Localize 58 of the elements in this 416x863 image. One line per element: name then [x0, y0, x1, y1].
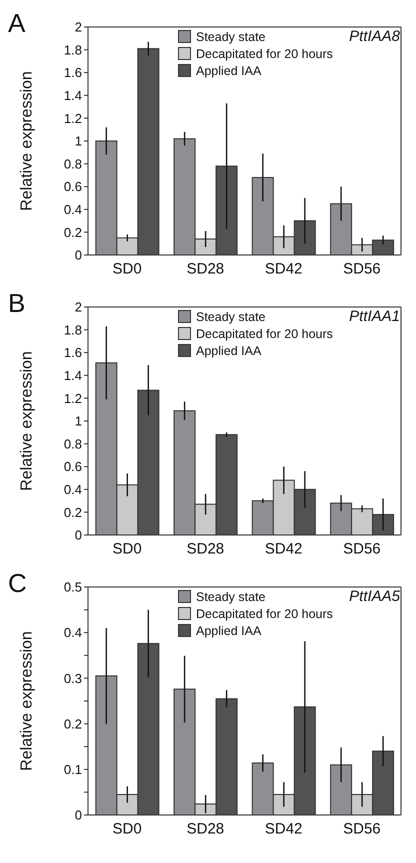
- y-axis-title: Relative expression: [18, 71, 36, 211]
- y-tick-label: 2: [74, 20, 82, 35]
- x-tick-label: SD28: [186, 820, 224, 838]
- y-tick-label: 0.4: [64, 625, 82, 640]
- y-tick-label: 0.4: [64, 482, 82, 498]
- y-tick-label: 0: [74, 248, 82, 263]
- legend-label: Steady state: [196, 310, 266, 324]
- x-tick-label: SD42: [264, 540, 302, 558]
- y-tick-label: 1.6: [64, 345, 82, 360]
- y-tick-label: 0.2: [64, 224, 82, 240]
- chart-title: B: [8, 288, 26, 319]
- y-tick-label: 1.8: [64, 42, 82, 58]
- y-tick-label: 1: [74, 414, 82, 429]
- x-tick-label: SD56: [343, 540, 381, 558]
- y-tick-label: 1.2: [64, 110, 82, 126]
- y-tick-label: 0.6: [64, 179, 82, 194]
- y-tick-label: 2: [74, 300, 82, 315]
- legend-label: Steady state: [196, 590, 266, 604]
- y-tick-label: 0.2: [64, 504, 82, 520]
- y-axis-title: Relative expression: [18, 631, 36, 771]
- x-tick-label: SD42: [264, 820, 302, 838]
- annotation: PttIAA5: [349, 588, 400, 605]
- y-tick-label: 1.4: [64, 88, 82, 104]
- y-tick-label: 0.1: [64, 762, 82, 778]
- x-tick-label: SD0: [112, 260, 142, 278]
- x-tick-label: SD56: [343, 260, 381, 278]
- y-tick-label: 1.8: [64, 322, 82, 338]
- y-tick-label: 0.4: [64, 202, 82, 218]
- chart-title: A: [8, 8, 26, 39]
- chart-title: C: [8, 568, 27, 599]
- y-tick-label: 0.5: [64, 580, 82, 595]
- x-tick-label: SD56: [343, 820, 381, 838]
- annotation: PttIAA8: [349, 28, 400, 45]
- x-tick-label: SD0: [112, 540, 142, 558]
- annotation: PttIAA1: [349, 308, 400, 325]
- y-tick-label: 0.3: [64, 670, 82, 686]
- y-tick-label: 1.2: [64, 390, 82, 406]
- legend-label: Decapitated for 20 hours: [196, 326, 333, 340]
- x-tick-label: SD28: [186, 260, 224, 278]
- x-tick-label: SD28: [186, 540, 224, 558]
- legend-label: Applied IAA: [196, 624, 262, 638]
- legend-label: Steady state: [196, 30, 266, 44]
- y-tick-label: 1.6: [64, 65, 82, 80]
- y-tick-label: 1.4: [64, 368, 82, 384]
- x-tick-label: SD42: [264, 260, 302, 278]
- y-tick-label: 0.8: [64, 156, 82, 172]
- y-axis-title: Relative expression: [18, 351, 36, 491]
- legend-label: Decapitated for 20 hours: [196, 46, 333, 60]
- y-tick-label: 0: [74, 528, 82, 543]
- y-tick-label: 0.2: [64, 716, 82, 732]
- legend-label: Applied IAA: [196, 344, 262, 358]
- y-tick-label: 0: [74, 808, 82, 823]
- x-tick-label: SD0: [112, 820, 142, 838]
- legend-label: Applied IAA: [196, 64, 262, 78]
- y-tick-label: 0.8: [64, 436, 82, 452]
- y-tick-label: 0.6: [64, 459, 82, 474]
- legend-label: Decapitated for 20 hours: [196, 606, 333, 620]
- y-tick-label: 1: [74, 134, 82, 149]
